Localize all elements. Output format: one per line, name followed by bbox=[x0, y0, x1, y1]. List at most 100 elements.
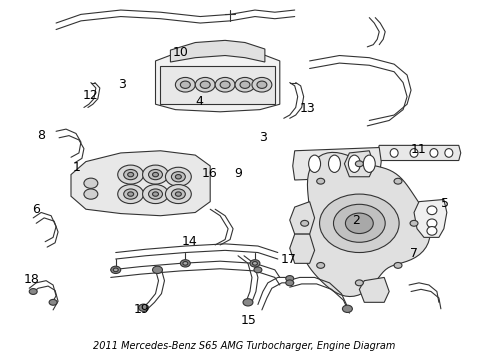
Circle shape bbox=[393, 262, 401, 268]
Circle shape bbox=[171, 172, 185, 182]
Text: 13: 13 bbox=[299, 102, 315, 115]
Circle shape bbox=[175, 192, 181, 196]
Text: 15: 15 bbox=[240, 314, 256, 327]
Circle shape bbox=[285, 276, 293, 282]
Circle shape bbox=[333, 204, 385, 242]
Circle shape bbox=[393, 178, 401, 184]
Circle shape bbox=[175, 77, 195, 92]
Text: 5: 5 bbox=[440, 197, 448, 210]
Circle shape bbox=[171, 189, 185, 199]
Circle shape bbox=[251, 77, 271, 92]
Polygon shape bbox=[289, 234, 314, 264]
Circle shape bbox=[138, 304, 148, 311]
Text: 7: 7 bbox=[409, 247, 417, 260]
Circle shape bbox=[316, 262, 324, 268]
Circle shape bbox=[316, 178, 324, 184]
Ellipse shape bbox=[363, 155, 374, 172]
Circle shape bbox=[123, 170, 137, 180]
Text: 6: 6 bbox=[32, 203, 40, 216]
Circle shape bbox=[200, 81, 210, 89]
Circle shape bbox=[220, 81, 230, 89]
Polygon shape bbox=[170, 40, 264, 62]
Polygon shape bbox=[289, 202, 314, 234]
Ellipse shape bbox=[409, 149, 417, 157]
Text: 2011 Mercedes-Benz S65 AMG Turbocharger, Engine Diagram: 2011 Mercedes-Benz S65 AMG Turbocharger,… bbox=[93, 342, 395, 351]
Circle shape bbox=[252, 261, 257, 265]
Ellipse shape bbox=[426, 206, 436, 215]
Circle shape bbox=[148, 170, 162, 180]
Circle shape bbox=[319, 194, 398, 252]
Polygon shape bbox=[413, 199, 446, 237]
Text: 4: 4 bbox=[195, 95, 203, 108]
Circle shape bbox=[215, 77, 235, 92]
Circle shape bbox=[152, 192, 158, 196]
Circle shape bbox=[29, 289, 37, 294]
Polygon shape bbox=[155, 50, 279, 112]
Circle shape bbox=[127, 172, 133, 177]
Circle shape bbox=[127, 192, 133, 196]
Circle shape bbox=[165, 185, 191, 203]
Circle shape bbox=[180, 260, 190, 267]
Ellipse shape bbox=[426, 219, 436, 228]
Circle shape bbox=[253, 267, 262, 273]
Ellipse shape bbox=[308, 155, 320, 172]
Text: 3: 3 bbox=[118, 78, 125, 91]
Polygon shape bbox=[359, 278, 388, 302]
Circle shape bbox=[342, 305, 352, 312]
Circle shape bbox=[175, 175, 181, 179]
Text: 1: 1 bbox=[73, 161, 81, 174]
Text: 19: 19 bbox=[133, 303, 149, 316]
Circle shape bbox=[285, 280, 293, 286]
Circle shape bbox=[240, 81, 249, 89]
Ellipse shape bbox=[347, 155, 360, 172]
Circle shape bbox=[195, 77, 215, 92]
Circle shape bbox=[300, 220, 308, 226]
Polygon shape bbox=[344, 151, 373, 177]
Circle shape bbox=[152, 266, 162, 274]
Text: 16: 16 bbox=[201, 167, 217, 180]
Ellipse shape bbox=[389, 149, 397, 157]
Circle shape bbox=[243, 299, 252, 306]
Circle shape bbox=[148, 189, 162, 199]
Text: 18: 18 bbox=[23, 273, 40, 286]
Text: 9: 9 bbox=[234, 167, 242, 180]
Text: 3: 3 bbox=[259, 131, 266, 144]
Polygon shape bbox=[292, 148, 381, 180]
Polygon shape bbox=[160, 66, 274, 104]
Circle shape bbox=[256, 81, 266, 89]
Ellipse shape bbox=[328, 155, 340, 172]
Circle shape bbox=[183, 261, 187, 265]
Circle shape bbox=[113, 268, 118, 272]
Text: 17: 17 bbox=[280, 253, 296, 266]
Circle shape bbox=[235, 77, 254, 92]
Text: 2: 2 bbox=[352, 213, 360, 226]
Circle shape bbox=[249, 260, 260, 267]
Circle shape bbox=[49, 300, 57, 305]
Circle shape bbox=[84, 178, 98, 188]
Polygon shape bbox=[71, 151, 210, 216]
Circle shape bbox=[118, 165, 143, 184]
Text: 12: 12 bbox=[82, 89, 98, 102]
Circle shape bbox=[111, 266, 121, 274]
Circle shape bbox=[355, 161, 363, 167]
Circle shape bbox=[345, 213, 372, 234]
Text: 11: 11 bbox=[410, 143, 426, 156]
Circle shape bbox=[84, 189, 98, 199]
Circle shape bbox=[118, 185, 143, 203]
Polygon shape bbox=[301, 152, 429, 297]
Circle shape bbox=[142, 165, 168, 184]
Ellipse shape bbox=[429, 149, 437, 157]
Circle shape bbox=[142, 185, 168, 203]
Text: 14: 14 bbox=[182, 235, 198, 248]
Text: 8: 8 bbox=[37, 129, 45, 142]
Circle shape bbox=[409, 220, 417, 226]
Ellipse shape bbox=[426, 226, 436, 235]
Circle shape bbox=[152, 172, 158, 177]
Circle shape bbox=[165, 167, 191, 186]
Circle shape bbox=[123, 189, 137, 199]
Ellipse shape bbox=[444, 149, 452, 157]
Polygon shape bbox=[376, 145, 460, 161]
Circle shape bbox=[180, 81, 190, 89]
Circle shape bbox=[355, 280, 363, 286]
Text: 10: 10 bbox=[172, 46, 188, 59]
